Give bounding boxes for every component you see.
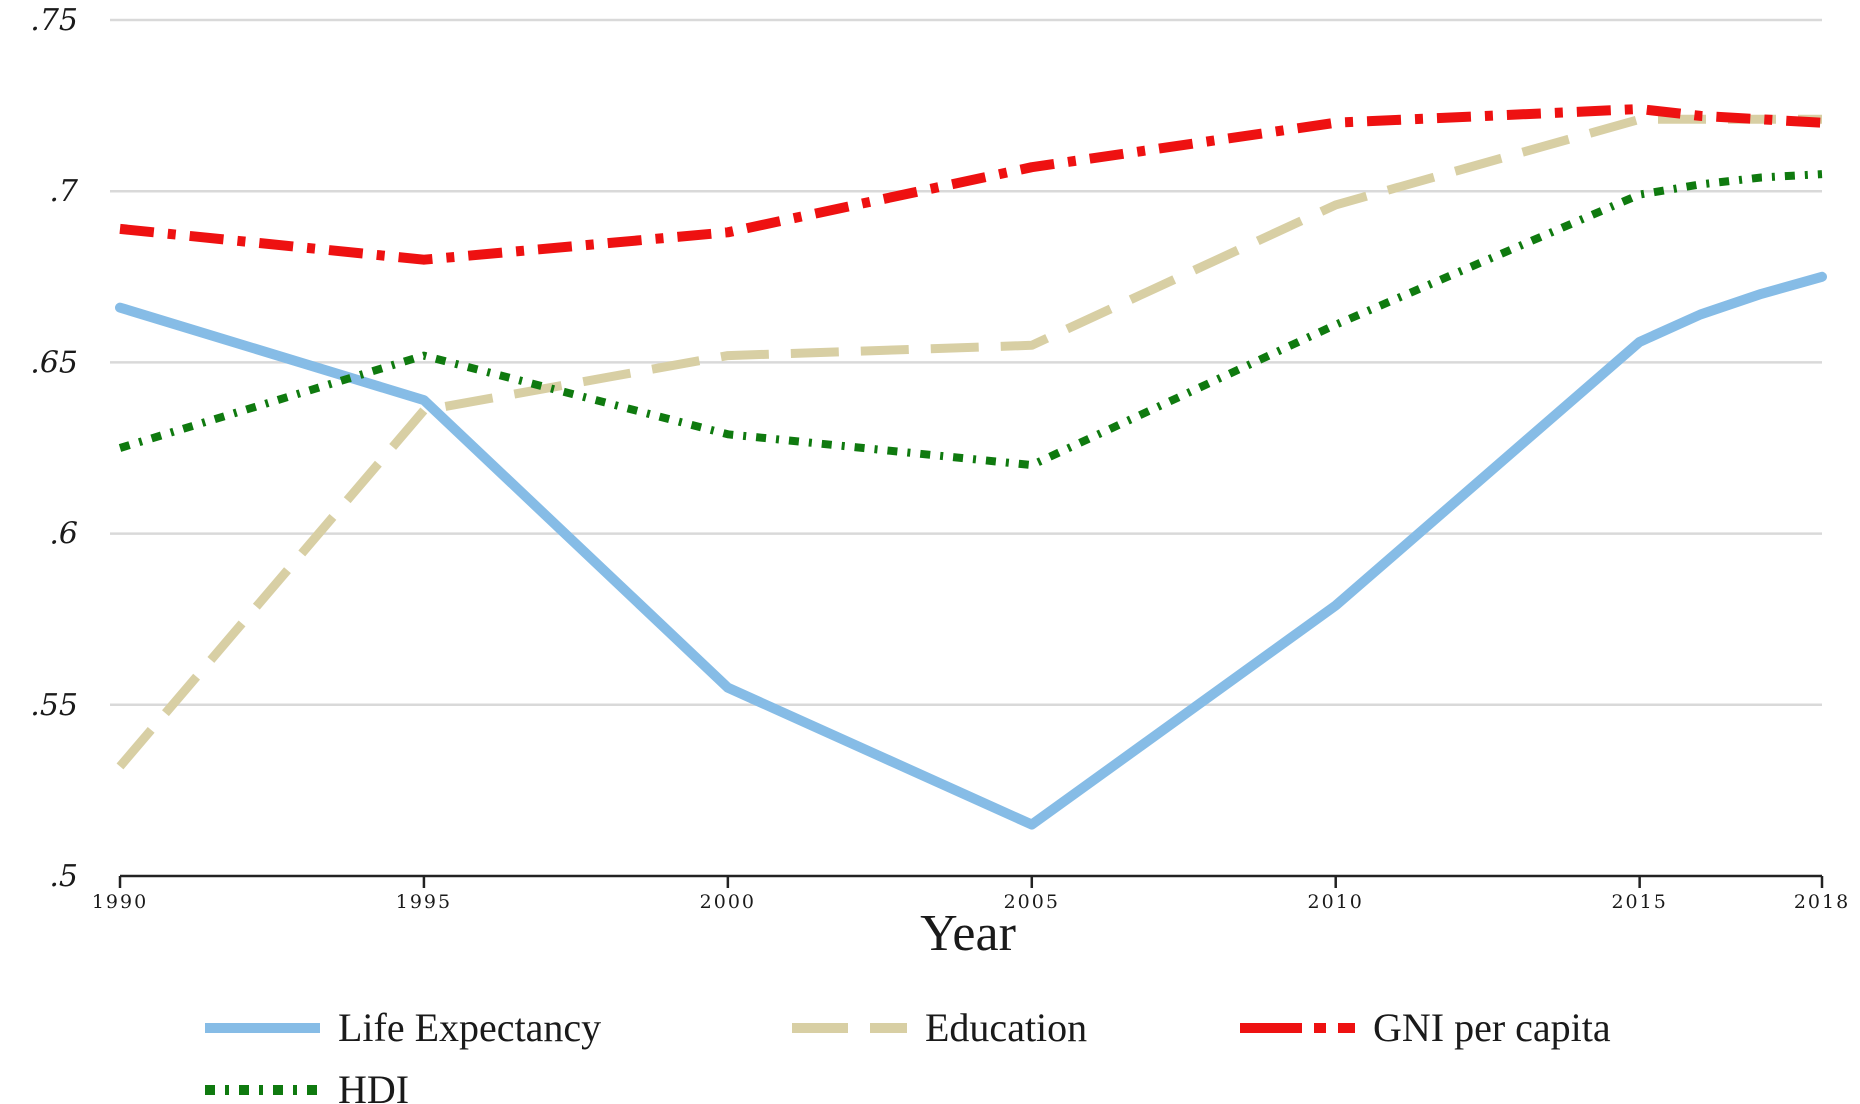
series-lines — [115, 104, 1827, 830]
legend-label: Education — [925, 1005, 1087, 1050]
x-tick-label: 2010 — [1308, 891, 1364, 913]
legend-item: Education — [792, 1005, 1087, 1050]
x-tick-label: 2018 — [1794, 891, 1850, 913]
series-line-hdi — [118, 170, 1823, 470]
y-axis-ticks: .5 .55 .6 .65 .7 .75 — [30, 3, 79, 894]
legend-item: HDI — [205, 1067, 409, 1104]
x-axis-label: Year — [920, 905, 1016, 962]
x-tick-label: 1995 — [396, 891, 452, 913]
y-tick-label: .7 — [49, 174, 79, 209]
x-tick-label: 1990 — [92, 891, 148, 913]
series-line-gni-per-capita — [119, 104, 1823, 265]
y-tick-label: .55 — [30, 688, 78, 723]
gridlines — [110, 18, 1822, 707]
x-axis-ticks: 1990 1995 2000 2005 2010 2015 2018 — [92, 876, 1850, 913]
legend-label: Life Expectancy — [338, 1005, 601, 1050]
x-tick-label: 2015 — [1611, 891, 1667, 913]
legend: Life Expectancy Education GNI per capita HD… — [205, 1005, 1611, 1104]
y-tick-label: .5 — [49, 859, 78, 894]
y-tick-label: .65 — [30, 345, 78, 380]
legend-item: GNI per capita — [1240, 1005, 1611, 1050]
legend-label: HDI — [338, 1067, 409, 1104]
y-tick-label: .75 — [30, 3, 78, 38]
legend-label: GNI per capita — [1373, 1005, 1611, 1050]
y-tick-label: .6 — [49, 517, 78, 552]
series-line-education — [116, 114, 1822, 770]
x-tick-label: 2005 — [1004, 891, 1060, 913]
x-tick-label: 2000 — [700, 891, 756, 913]
series-line-life-expectancy — [115, 271, 1827, 830]
legend-item: Life Expectancy — [205, 1005, 601, 1050]
